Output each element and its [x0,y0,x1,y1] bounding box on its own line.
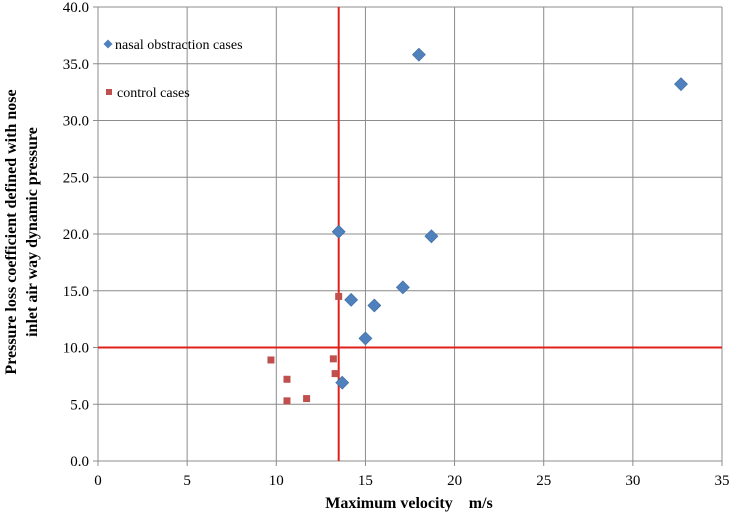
grid-lines [98,6,723,461]
tick-labels: 0 5 10 15 20 25 30 35 0.0 5.0 10.0 15.0 20.0 25.0 30.0… [63,0,730,489]
nasal-obstruction-point [395,280,410,295]
nasal-obstruction-point [331,224,346,239]
x-tick-label: 30 [625,473,640,489]
legend: nasal obstraction cases control cases [103,38,243,101]
y-tick-label: 35.0 [63,57,89,73]
legend-marker-diamond [103,39,113,49]
control-case-point [331,370,339,378]
x-tick-label: 5 [183,473,191,489]
control-case-point [335,292,343,300]
control-case-point [267,356,275,364]
nasal-obstruction-point [335,375,350,390]
nasal-obstruction-point [411,47,426,62]
x-tick-label: 15 [358,473,373,489]
x-tick-label: 0 [94,473,102,489]
y-axis-title-line-1: Pressure loss coefficient defined with n… [3,89,20,374]
x-axis-title: Maximum velocity m/s [325,495,493,512]
legend-label-nasal: nasal obstraction cases [115,38,243,53]
y-axis-title-line-2: inlet air way dynamic pressure [24,127,41,337]
data-points [267,47,688,405]
y-tick-label: 15.0 [63,284,89,300]
y-tick-label: 10.0 [63,341,89,357]
y-tick-label: 25.0 [63,170,89,186]
nasal-obstruction-point [674,77,688,92]
legend-entry-nasal: nasal obstraction cases [103,38,243,53]
y-tick-label: 30.0 [63,114,89,130]
control-case-point [283,375,291,383]
legend-marker-square [106,89,112,95]
axes [93,6,723,466]
nasal-obstruction-point [367,298,382,313]
x-tick-label: 10 [269,473,284,489]
y-tick-label: 40.0 [63,0,89,16]
y-tick-label: 0.0 [70,454,89,470]
control-case-point [283,397,291,405]
nasal-obstruction-point [424,229,439,244]
y-tick-label: 5.0 [70,397,89,413]
legend-entry-control: control cases [106,86,190,101]
x-tick-label: 20 [447,473,462,489]
y-tick-label: 20.0 [63,227,89,243]
control-case-point [303,395,311,403]
nasal-obstruction-point [344,292,359,307]
legend-label-control: control cases [117,86,190,101]
x-tick-label: 35 [715,473,730,489]
control-case-point [329,355,337,363]
x-tick-label: 25 [536,473,551,489]
nasal-obstruction-point [358,331,373,346]
